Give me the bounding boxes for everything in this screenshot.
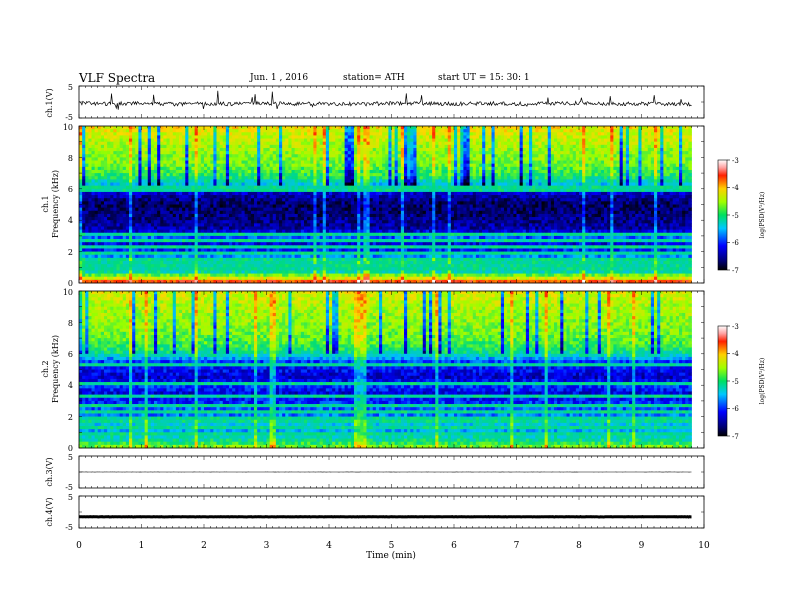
ch1-freq-tick-0: 0: [68, 279, 73, 288]
ch3-waveform-panel: 5 -5 ch.3(V): [45, 453, 705, 492]
ch4-waveform-panel: 5 -5 ch.4(V): [45, 493, 705, 532]
ch1-freq-tick-2: 2: [68, 248, 73, 257]
ch1-freq-tick-10: 10: [63, 123, 73, 132]
ch1-frequency-label: Frequency (kHz): [51, 170, 60, 238]
ch2-frequency-label: Frequency (kHz): [51, 335, 60, 403]
station-label: station= ATH: [343, 73, 405, 83]
time-tick-label: 1: [139, 541, 145, 551]
ch2-freq-tick-0: 0: [68, 444, 73, 453]
figure-title: VLF Spectra: [79, 71, 155, 85]
ch1-colorbar: [717, 159, 728, 271]
cb2-tick-minus6: -6: [732, 405, 739, 413]
ch3-ylabel: ch.3(V): [45, 457, 54, 486]
time-tick-label: 7: [514, 541, 520, 551]
ch1-spectrogram-panel: 0 2 4 6 8 10 ch.1 Frequency (kHz) -3 -4 …: [41, 123, 766, 288]
ch2-freq-tick-6: 6: [68, 350, 73, 359]
time-tick-label: 3: [264, 541, 270, 551]
ch2-colorbar: [717, 325, 728, 437]
ch2-spectrogram-heatmap: [79, 291, 692, 449]
ch1-freq-tick-4: 4: [68, 216, 73, 225]
cb2-tick-minus4: -4: [732, 350, 739, 358]
ch1-freq-tick-6: 6: [68, 185, 73, 194]
ch1-waveform-panel: 5 -5 ch.1(V): [45, 83, 705, 122]
cb2-tick-minus5: -5: [732, 378, 739, 386]
cb1-label: log(PSD(V²/Hz): [759, 192, 766, 239]
ch3-ytick-minus5: -5: [65, 483, 73, 492]
ch2-freq-tick-10: 10: [63, 288, 73, 297]
ch1-spectrogram-heatmap: [79, 126, 692, 284]
ch1-waveform-line: [78, 90, 692, 110]
ch2-freq-tick-2: 2: [68, 413, 73, 422]
cb1-tick-minus7: -7: [732, 267, 739, 275]
cb2-tick-minus7: -7: [732, 433, 739, 441]
ch2-spectrogram-panel: 0 2 4 6 8 10 ch.2 Frequency (kHz) -3 -4 …: [41, 288, 766, 453]
ch2-freq-tick-8: 8: [68, 319, 73, 328]
time-axis: 0 1 2 3 4 5 6 7 8 9 10: [76, 541, 710, 551]
time-tick-label: 4: [326, 541, 332, 551]
ch2-channel-label: ch.2: [41, 360, 50, 377]
start-time-label: start UT = 15: 30: 1: [438, 73, 530, 83]
ch1-freq-tick-8: 8: [68, 154, 73, 163]
cb2-label: log(PSD(V²/Hz): [759, 358, 766, 405]
ch4-ylabel: ch.4(V): [45, 497, 54, 526]
time-tick-label: 8: [576, 541, 582, 551]
ch4-ytick-minus5: -5: [65, 523, 73, 532]
ch1-ytick-minus5: -5: [65, 113, 73, 122]
cb1-tick-minus6: -6: [732, 239, 739, 247]
date-label: Jun. 1 , 2016: [250, 73, 308, 83]
time-tick-label: 9: [639, 541, 645, 551]
cb1-tick-minus5: -5: [732, 212, 739, 220]
time-tick-label: 0: [76, 541, 82, 551]
ch3-ytick-5: 5: [68, 453, 73, 462]
ch4-ytick-5: 5: [68, 493, 73, 502]
ch1-ylabel: ch.1(V): [45, 88, 54, 117]
ch1-ytick-5: 5: [68, 83, 73, 92]
cb1-tick-minus3: -3: [732, 157, 739, 165]
time-tick-label: 2: [201, 541, 207, 551]
cb2-tick-minus3: -3: [732, 323, 739, 331]
time-tick-label: 10: [698, 541, 710, 551]
time-axis-label: Time (min): [366, 550, 416, 561]
ch1-channel-label: ch.1: [41, 195, 50, 212]
ch2-freq-tick-4: 4: [68, 381, 73, 390]
cb1-tick-minus4: -4: [732, 184, 739, 192]
time-tick-label: 5: [389, 541, 395, 551]
time-tick-label: 6: [451, 541, 457, 551]
